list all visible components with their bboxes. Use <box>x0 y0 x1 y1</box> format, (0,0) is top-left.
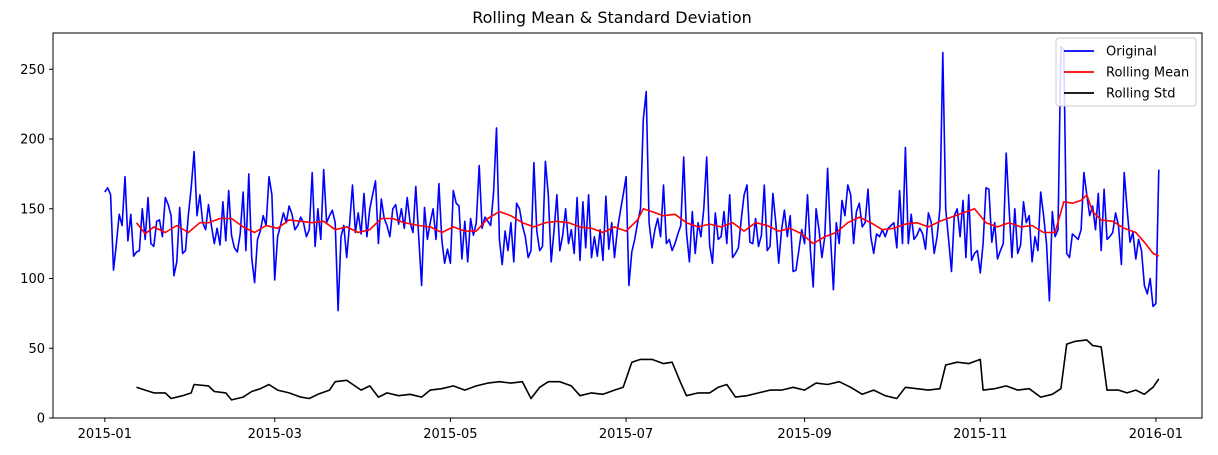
x-tick-label: 2015-11 <box>953 427 1007 442</box>
legend-label-rolling-mean: Rolling Mean <box>1106 66 1189 81</box>
x-tick-label: 2015-07 <box>599 427 653 442</box>
series-line-rolling-std <box>136 339 1160 401</box>
y-tick-label: 250 <box>20 63 45 78</box>
y-axis: 0 50 100 150 200 250 <box>20 63 53 427</box>
y-tick-label: 150 <box>20 202 45 217</box>
x-tick-label: 2016-01 <box>1129 427 1183 442</box>
series-line-original <box>104 46 1160 312</box>
y-tick-label: 100 <box>20 272 45 287</box>
x-axis: 2015-01 2015-03 2015-05 2015-07 2015-09 2015-… <box>78 418 1183 442</box>
legend-label-rolling-std: Rolling Std <box>1106 87 1175 102</box>
legend-box <box>1055 37 1197 107</box>
y-tick-label: 200 <box>20 133 45 148</box>
x-tick-label: 2015-03 <box>248 427 302 442</box>
y-tick-label: 0 <box>37 412 45 427</box>
y-tick-label: 50 <box>28 342 45 357</box>
x-tick-label: 2015-09 <box>777 427 831 442</box>
legend-label-original: Original <box>1106 45 1157 60</box>
series-layer <box>104 46 1160 401</box>
plot-frame <box>52 32 1203 419</box>
x-tick-label: 2015-05 <box>423 427 477 442</box>
chart-title: Rolling Mean & Standard Deviation <box>472 8 752 27</box>
x-tick-label: 2015-01 <box>78 427 132 442</box>
series-line-rolling-mean <box>135 194 1160 257</box>
legend: Original Rolling Mean Rolling Std <box>1055 37 1197 107</box>
